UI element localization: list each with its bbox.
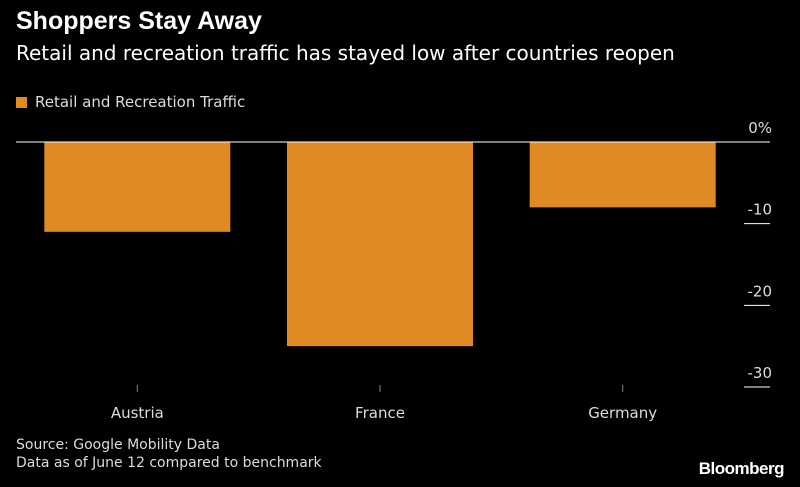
footer: Source: Google Mobility Data Data as of … bbox=[16, 436, 322, 472]
legend-swatch bbox=[16, 96, 27, 108]
bar-france bbox=[287, 142, 473, 347]
legend-label: Retail and Recreation Traffic bbox=[35, 93, 246, 111]
x-tick-label-austria: Austria bbox=[111, 404, 164, 422]
source-note: Source: Google Mobility Data bbox=[16, 437, 220, 453]
data-note: Data as of June 12 compared to benchmark bbox=[16, 455, 322, 471]
legend: Retail and Recreation Traffic bbox=[16, 92, 245, 112]
bloomberg-logo: Bloomberg bbox=[698, 459, 785, 478]
y-tick-label-1: -10 bbox=[748, 201, 773, 219]
y-tick-label-3: -30 bbox=[748, 364, 773, 382]
chart-subtitle: Retail and recreation traffic has stayed… bbox=[16, 41, 675, 65]
bar-austria bbox=[44, 142, 231, 232]
bar-germany bbox=[529, 142, 716, 208]
x-tick-label-france: France bbox=[355, 404, 405, 422]
y-tick-label-2: -20 bbox=[748, 282, 773, 300]
y-tick-label-0: 0% bbox=[748, 119, 772, 137]
x-tick-label-germany: Germany bbox=[588, 404, 657, 422]
chart-title: Shoppers Stay Away bbox=[16, 7, 262, 35]
